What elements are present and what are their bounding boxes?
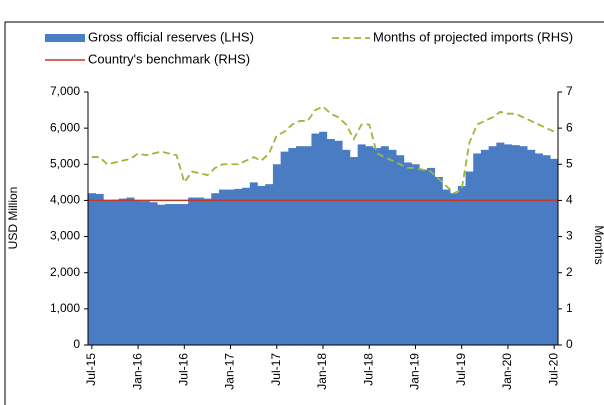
bar: [550, 158, 559, 345]
y2-tick-label: 5: [566, 156, 573, 170]
bar: [95, 193, 104, 345]
x-tick-label: Jul-17: [269, 353, 283, 386]
y2-tick-label: 1: [566, 301, 573, 315]
bar: [311, 133, 320, 345]
y-tick-label: 4,000: [50, 193, 80, 207]
bar: [534, 153, 543, 345]
y-tick-label: 6,000: [50, 120, 80, 134]
x-tick-label: Jan-17: [223, 353, 237, 390]
bar: [296, 146, 305, 345]
bar: [373, 148, 382, 345]
bar: [257, 185, 266, 345]
bar: [380, 146, 389, 345]
bar: [511, 145, 520, 345]
x-tick-label: Jul-19: [454, 353, 468, 386]
bar: [419, 169, 428, 345]
bar: [319, 131, 328, 345]
bar: [334, 140, 343, 345]
bar: [504, 144, 513, 345]
bar: [157, 204, 166, 345]
y2-tick-label: 7: [566, 84, 573, 98]
bar: [249, 182, 258, 345]
bar: [450, 193, 459, 345]
bar: [496, 142, 505, 345]
bar: [303, 146, 312, 345]
bar: [195, 197, 204, 345]
bar: [242, 187, 251, 345]
imports-line: [91, 105, 555, 195]
bar: [473, 153, 482, 345]
bar: [265, 184, 274, 345]
bar: [427, 167, 436, 345]
legend-label: Gross official reserves (LHS): [88, 29, 254, 44]
y2-tick-label: 4: [566, 193, 573, 207]
bar: [342, 149, 351, 345]
bar: [103, 200, 112, 345]
bar: [480, 149, 489, 345]
bar: [88, 193, 97, 345]
bar: [465, 171, 474, 345]
bar: [357, 144, 366, 345]
bar: [288, 148, 297, 345]
x-tick-label: Jan-18: [315, 353, 329, 390]
bar: [165, 204, 174, 345]
bar: [396, 155, 405, 345]
bar: [403, 162, 412, 345]
bar: [226, 189, 235, 345]
bar: [442, 189, 451, 345]
x-tick-label: Jul-20: [546, 353, 560, 386]
bar: [203, 198, 212, 345]
bar: [172, 204, 181, 345]
bar: [365, 146, 374, 345]
legend-label: Months of projected imports (RHS): [373, 29, 573, 44]
bar: [388, 149, 397, 345]
x-tick-label: Jul-16: [176, 353, 190, 386]
bar: [234, 188, 243, 345]
bar: [457, 185, 466, 345]
x-tick-label: Jan-20: [500, 353, 514, 390]
bar: [434, 176, 443, 345]
bar: [349, 157, 358, 345]
bar: [218, 189, 227, 345]
bar: [118, 198, 127, 345]
bar: [411, 164, 420, 345]
bar: [488, 146, 497, 345]
bar: [211, 193, 220, 345]
bar: [180, 204, 189, 345]
y2-tick-label: 3: [566, 229, 573, 243]
y-tick-label: 7,000: [50, 84, 80, 98]
y-tick-label: 5,000: [50, 156, 80, 170]
legend-swatch: [45, 34, 85, 42]
bar: [111, 199, 120, 345]
bar: [134, 200, 143, 345]
x-tick-label: Jan-16: [130, 353, 144, 390]
y-tick-label: 0: [73, 337, 80, 351]
y2-tick-label: 0: [566, 337, 573, 351]
y2-tick-label: 6: [566, 120, 573, 134]
y-tick-label: 1,000: [50, 301, 80, 315]
bar: [141, 201, 150, 345]
x-tick-label: Jul-18: [361, 353, 375, 386]
x-tick-label: Jul-15: [84, 353, 98, 386]
bar: [149, 202, 158, 345]
y-axis-label: USD Million: [6, 187, 20, 250]
bar: [326, 138, 335, 345]
bar: [272, 164, 281, 345]
y2-tick-label: 2: [566, 265, 573, 279]
bar: [519, 146, 528, 345]
bar: [188, 197, 197, 345]
x-tick-label: Jan-19: [408, 353, 422, 390]
bar: [126, 197, 135, 345]
y2-axis-label: Months: [592, 225, 604, 264]
bar: [280, 151, 289, 345]
bar: [542, 155, 551, 345]
y-tick-label: 3,000: [50, 229, 80, 243]
chart-border: [4, 21, 604, 405]
bar: [527, 149, 536, 345]
y-tick-label: 2,000: [50, 265, 80, 279]
legend-label: Country's benchmark (RHS): [88, 51, 250, 66]
